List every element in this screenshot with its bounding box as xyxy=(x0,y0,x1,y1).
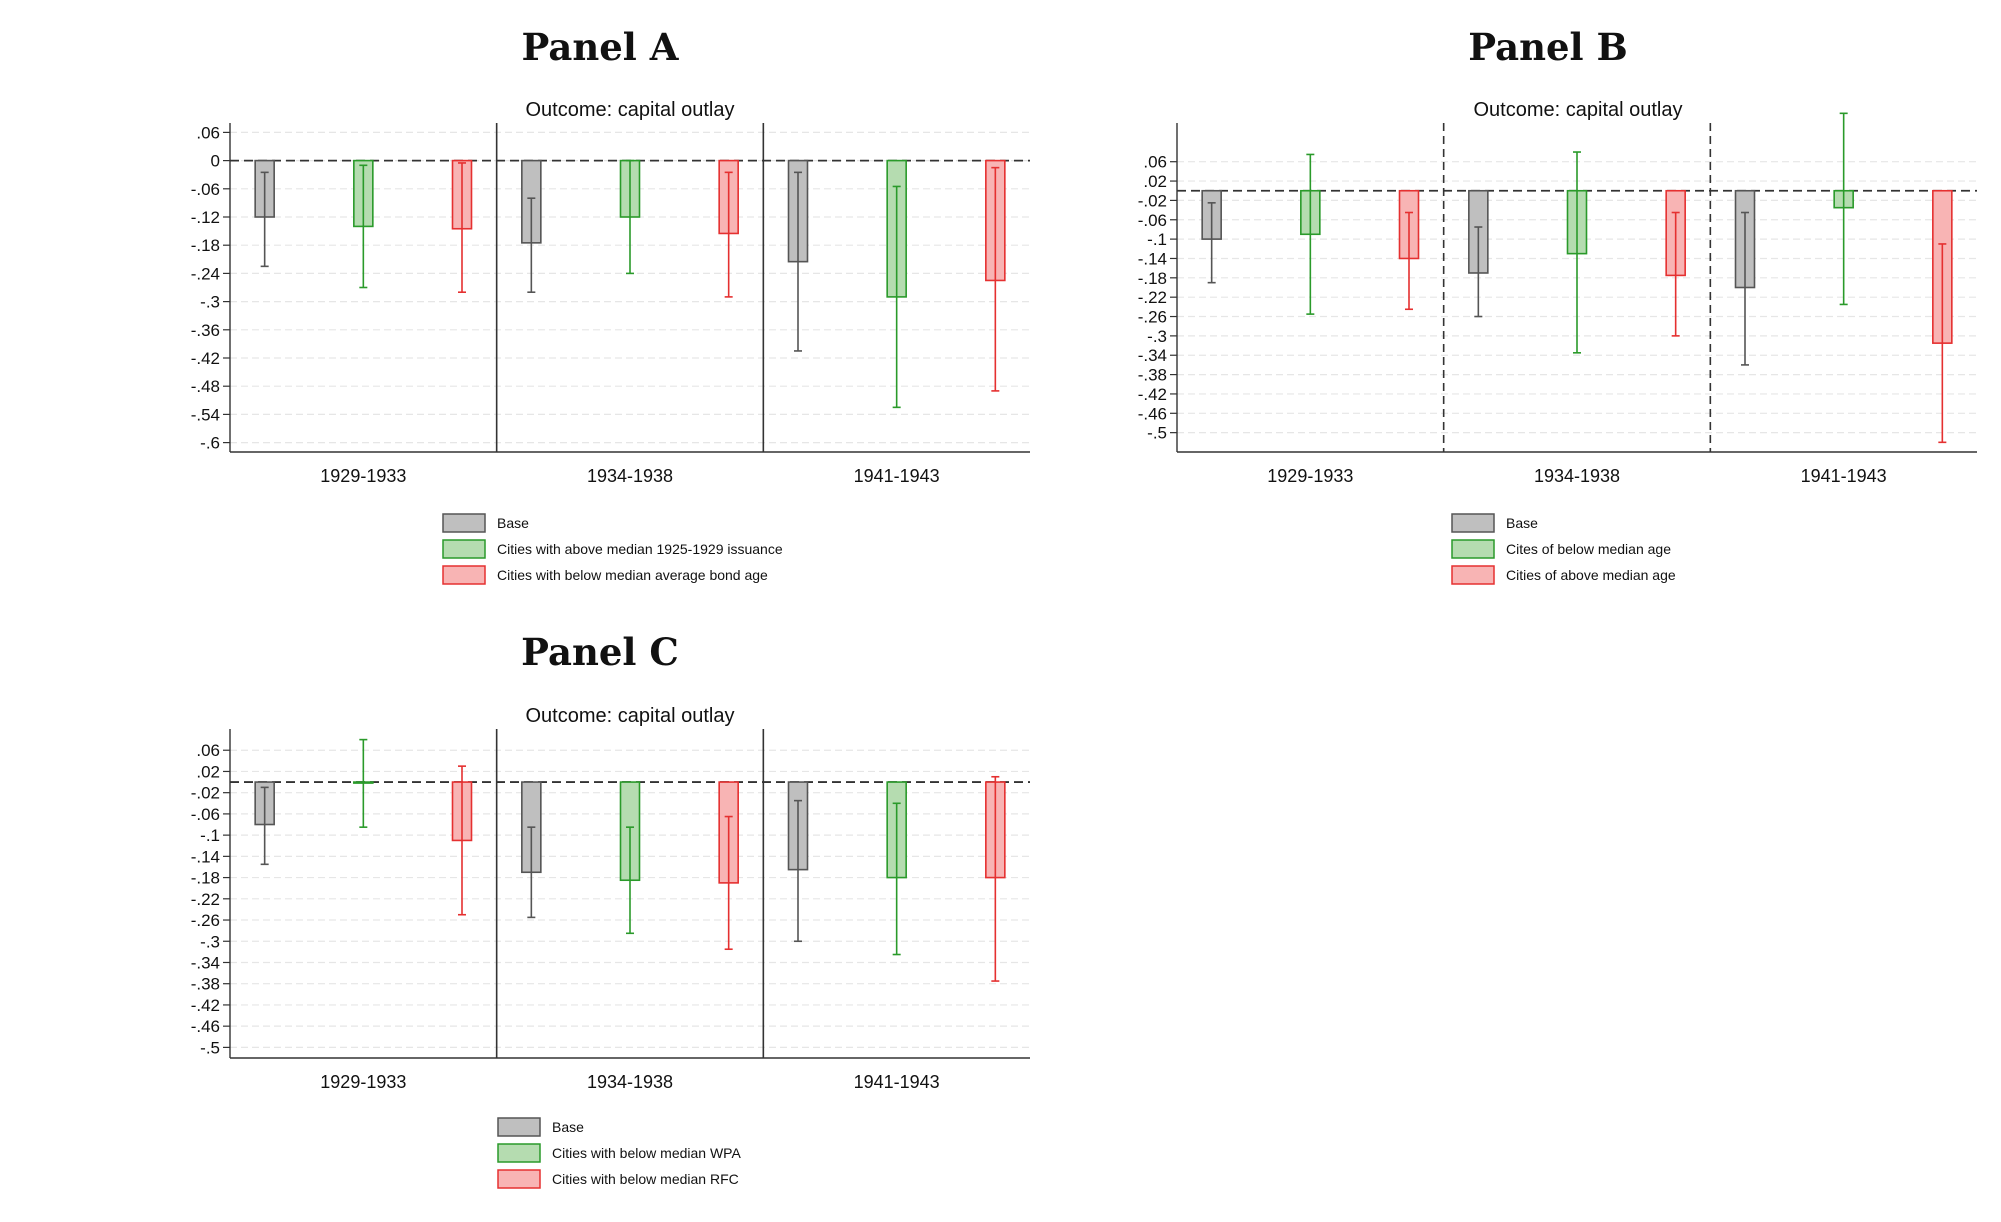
y-tick-label: -.36 xyxy=(191,321,220,340)
y-tick-label: .02 xyxy=(1143,172,1167,191)
y-tick-label: -.06 xyxy=(191,180,220,199)
y-tick-label: -.5 xyxy=(200,1038,220,1057)
y-tick-label: -.54 xyxy=(191,405,220,424)
category-label: 1941-1943 xyxy=(854,466,940,486)
y-tick-label: -.42 xyxy=(1138,385,1167,404)
y-tick-label: -.22 xyxy=(191,890,220,909)
y-tick-label: -.46 xyxy=(191,1017,220,1036)
legend-label-green: Cities with above median 1925-1929 issua… xyxy=(497,541,783,557)
category-label: 1941-1943 xyxy=(854,1072,940,1092)
y-tick-label: -.12 xyxy=(191,208,220,227)
y-tick-label: -.42 xyxy=(191,349,220,368)
y-tick-label: -.42 xyxy=(191,996,220,1015)
panel-a-title: Panel A xyxy=(522,25,680,69)
y-tick-label: -.18 xyxy=(191,869,220,888)
category-label: 1941-1943 xyxy=(1801,466,1887,486)
y-tick-label: -.3 xyxy=(200,932,220,951)
panel-a-legend: Base Cities with above median 1925-1929 … xyxy=(442,513,783,585)
y-tick-label: -.1 xyxy=(1147,230,1167,249)
panel-a-plot: .06 0 -.06 -.12 -.18 -.24 -.3 -.36 -.42 -.48 -.54 -… xyxy=(191,123,1030,486)
panel-c-subtitle: Outcome: capital outlay xyxy=(526,705,735,727)
legend-label-green: Cites of below median age xyxy=(1506,541,1671,557)
y-tick-label: -.26 xyxy=(1138,308,1167,327)
y-tick-label: -.6 xyxy=(200,434,220,453)
y-tick-label: 0 xyxy=(211,152,220,171)
y-tick-label: -.06 xyxy=(191,805,220,824)
category-label: 1929-1933 xyxy=(320,466,406,486)
y-tick-label: -.14 xyxy=(1138,249,1167,268)
y-tick-label: -.34 xyxy=(1138,346,1167,365)
y-tick-label: -.06 xyxy=(1138,211,1167,230)
y-tick-label: .06 xyxy=(1143,153,1167,172)
legend-swatch-base xyxy=(497,1117,541,1137)
y-tick-label: -.22 xyxy=(1138,288,1167,307)
category-label: 1934-1938 xyxy=(1534,466,1620,486)
legend-label-base: Base xyxy=(1506,515,1538,531)
panel-b-subtitle: Outcome: capital outlay xyxy=(1474,99,1683,121)
y-tick-label: .06 xyxy=(196,741,220,760)
y-tick-label: -.26 xyxy=(191,911,220,930)
legend-swatch-green xyxy=(442,539,486,559)
y-tick-label: -.34 xyxy=(191,953,220,972)
legend-swatch-base xyxy=(1451,513,1495,533)
y-tick-label: -.18 xyxy=(191,236,220,255)
legend-label-base: Base xyxy=(497,515,529,531)
y-tick-label: -.18 xyxy=(1138,269,1167,288)
legend-label-red: Cities with below median average bond ag… xyxy=(497,567,768,583)
y-tick-label: -.02 xyxy=(1138,191,1167,210)
legend-swatch-base xyxy=(442,513,486,533)
y-tick-label: -.38 xyxy=(1138,366,1167,385)
y-tick-label: -.3 xyxy=(1147,327,1167,346)
y-tick-label: -.38 xyxy=(191,975,220,994)
y-tick-label: -.1 xyxy=(200,826,220,845)
y-tick-label: -.5 xyxy=(1147,424,1167,443)
y-tick-label: -.02 xyxy=(191,784,220,803)
panel-c-title: Panel C xyxy=(521,630,679,674)
legend-swatch-green xyxy=(1451,539,1495,559)
legend-swatch-red xyxy=(497,1169,541,1189)
category-label: 1934-1938 xyxy=(587,1072,673,1092)
legend-label-green: Cities with below median WPA xyxy=(552,1145,741,1161)
legend-swatch-red xyxy=(1451,565,1495,585)
legend-label-base: Base xyxy=(552,1119,584,1135)
panel-b-legend: Base Cites of below median age Cities of… xyxy=(1451,513,1676,585)
y-tick-label: .06 xyxy=(196,123,220,142)
y-tick-label: -.3 xyxy=(200,293,220,312)
legend-label-red: Cities of above median age xyxy=(1506,567,1676,583)
panel-c-legend: Base Cities with below median WPA Cities… xyxy=(497,1117,741,1189)
panel-a-subtitle: Outcome: capital outlay xyxy=(526,99,735,121)
category-label: 1934-1938 xyxy=(587,466,673,486)
y-tick-label: -.46 xyxy=(1138,404,1167,423)
legend-swatch-green xyxy=(497,1143,541,1163)
legend-label-red: Cities with below median RFC xyxy=(552,1171,739,1187)
panel-b-plot: .06.02-.02-.06-.1-.14-.18-.22-.26-.3-.34… xyxy=(1138,112,1977,486)
category-label: 1929-1933 xyxy=(1267,466,1353,486)
panel-c-plot: .06 .02 -.02 -.06 -.1 -.14 -.18 -.22 -.26 -.3 -.34… xyxy=(191,729,1030,1092)
y-tick-label: -.48 xyxy=(191,377,220,396)
y-tick-label: .02 xyxy=(196,762,220,781)
y-tick-label: -.24 xyxy=(191,264,220,283)
category-label: 1929-1933 xyxy=(320,1072,406,1092)
panel-b-title: Panel B xyxy=(1468,25,1627,69)
legend-swatch-red xyxy=(442,565,486,585)
y-tick-label: -.14 xyxy=(191,847,220,866)
